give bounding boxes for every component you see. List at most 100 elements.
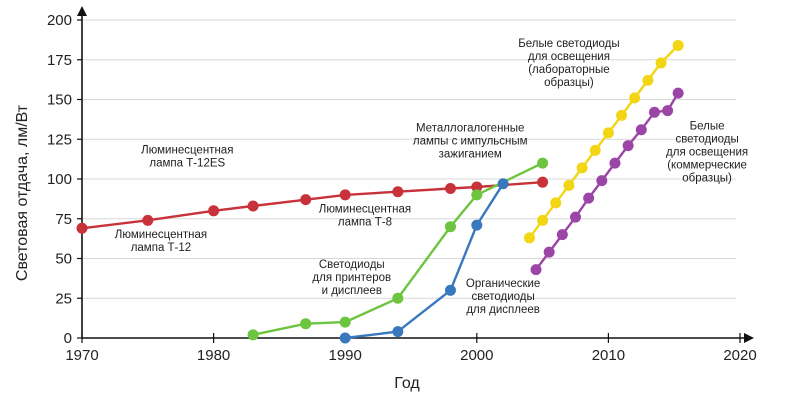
series-oled bbox=[339, 178, 509, 344]
annotation-ann_white_lab: Белые светодиоды для освещения (лабораторн… bbox=[518, 38, 619, 89]
y-tick-label-200: 200 bbox=[47, 12, 72, 29]
annotation-ann_t12: Люминесцентная лампа Т-12 bbox=[115, 229, 207, 254]
y-tick-label-50: 50 bbox=[55, 251, 72, 268]
annotation-line: Светодиоды bbox=[319, 259, 385, 271]
annotation-line: для принтеров bbox=[312, 272, 391, 284]
point-white_led_commercial-1 bbox=[543, 246, 555, 258]
x-tick-label-1970: 1970 bbox=[65, 347, 98, 364]
point-led_displays-3 bbox=[392, 292, 404, 304]
point-fluorescent-2 bbox=[208, 205, 220, 217]
annotation-ann_oled: Органические светодиоды для дисплеев bbox=[466, 278, 540, 316]
x-tick-label-1990: 1990 bbox=[329, 347, 362, 364]
point-white_led_commercial-8 bbox=[635, 124, 647, 136]
point-white_led_commercial-6 bbox=[609, 157, 621, 169]
point-fluorescent-6 bbox=[392, 186, 404, 198]
annotation-ann_leds: Светодиоды для принтеров и дисплеев bbox=[312, 259, 391, 297]
annotation-line: лампа Т-8 bbox=[338, 216, 392, 228]
point-white_led_lab-2 bbox=[550, 197, 562, 209]
annotation-line: Люминесцентная bbox=[141, 145, 233, 157]
y-tick-label-25: 25 bbox=[55, 290, 72, 307]
annotation-ann_t8: Люминесцентная лампа Т-8 bbox=[319, 203, 411, 228]
point-oled-0 bbox=[339, 332, 351, 344]
annotation-line: Люминесцентная bbox=[319, 203, 411, 215]
y-tick-label-150: 150 bbox=[47, 92, 72, 109]
annotation-line: (лабораторные bbox=[528, 64, 609, 76]
y-tick-label-175: 175 bbox=[47, 52, 72, 69]
annotation-line: лампа Т-12 bbox=[131, 242, 191, 254]
y-axis-label: Световая отдача, лм/Вт bbox=[14, 104, 31, 281]
point-white_led_commercial-4 bbox=[583, 192, 595, 204]
point-fluorescent-3 bbox=[247, 200, 259, 212]
point-fluorescent-7 bbox=[444, 183, 456, 195]
annotation-line: светодиоды bbox=[675, 134, 738, 146]
point-oled-2 bbox=[444, 284, 456, 296]
point-white_led_lab-10 bbox=[655, 57, 667, 69]
annotation-ann_white_com: Белые светодиоды для освещения (коммерчески… bbox=[666, 121, 748, 185]
annotation-line: Белые bbox=[690, 121, 725, 133]
y-axis-arrow bbox=[77, 6, 87, 16]
point-white_led_commercial-7 bbox=[622, 140, 634, 152]
annotation-line: и дисплеев bbox=[322, 285, 382, 297]
annotation-line: образцы) bbox=[544, 77, 594, 89]
series-white_led_lab bbox=[523, 39, 684, 244]
x-tick-label-2020: 2020 bbox=[723, 347, 756, 364]
annotation-line: образцы) bbox=[682, 173, 732, 185]
annotations-layer: Люминесцентная лампа Т-12ESЛюминесцентная… bbox=[115, 38, 748, 316]
point-white_led_lab-4 bbox=[576, 162, 588, 174]
annotation-line: Белые светодиоды bbox=[518, 38, 619, 50]
point-white_led_lab-9 bbox=[642, 74, 654, 86]
point-white_led_lab-11 bbox=[672, 39, 684, 51]
point-fluorescent-5 bbox=[339, 189, 351, 201]
point-white_led_lab-3 bbox=[563, 179, 575, 191]
x-tick-label-2000: 2000 bbox=[460, 347, 493, 364]
series-led_displays bbox=[247, 157, 549, 341]
point-led_displays-5 bbox=[471, 189, 483, 201]
annotation-line: (коммерческие bbox=[667, 160, 747, 172]
point-white_led_lab-1 bbox=[537, 214, 549, 226]
series-layer bbox=[76, 39, 684, 344]
annotation-line: светодиоды bbox=[471, 291, 534, 303]
x-tick-label-2010: 2010 bbox=[592, 347, 625, 364]
point-led_displays-4 bbox=[444, 221, 456, 233]
series-fluorescent bbox=[76, 176, 549, 234]
annotation-line: Металлогалогенные bbox=[416, 122, 524, 134]
point-oled-3 bbox=[471, 219, 483, 231]
series-line-fluorescent bbox=[81, 181, 543, 230]
point-white_led_commercial-2 bbox=[556, 229, 568, 241]
point-oled-1 bbox=[392, 326, 404, 338]
point-led_displays-6 bbox=[537, 157, 549, 169]
annotation-ann_mh: Металлогалогенные лампы с импульсным зажиг… bbox=[413, 122, 528, 160]
point-fluorescent-8 bbox=[471, 181, 483, 193]
point-white_led_commercial-0 bbox=[530, 264, 542, 276]
point-white_led_commercial-10 bbox=[662, 105, 674, 117]
annotation-line: для освещения bbox=[666, 147, 748, 159]
annotation-line: лампы с импульсным bbox=[413, 135, 528, 147]
point-white_led_lab-7 bbox=[616, 109, 628, 121]
annotation-line: Люминесцентная bbox=[115, 229, 207, 241]
point-white_led_commercial-9 bbox=[648, 106, 660, 118]
annotation-line: Органические bbox=[466, 278, 540, 290]
point-fluorescent-4 bbox=[300, 194, 312, 206]
annotation-line: лампа Т-12ES bbox=[149, 158, 225, 170]
y-tick-label-0: 0 bbox=[64, 330, 72, 347]
y-tick-label-100: 100 bbox=[47, 171, 72, 188]
y-tick-label-75: 75 bbox=[55, 211, 72, 228]
point-fluorescent-1 bbox=[142, 214, 154, 226]
gridlines bbox=[82, 19, 736, 299]
axes: 0 25 50 75 100 125 150 175 200 1970 1980 1990 2000 20… bbox=[47, 6, 757, 364]
point-white_led_lab-6 bbox=[602, 127, 614, 139]
point-fluorescent-0 bbox=[76, 222, 88, 234]
annotation-line: для дисплеев bbox=[466, 304, 540, 316]
point-white_led_commercial-3 bbox=[570, 211, 581, 223]
point-oled-4 bbox=[497, 178, 509, 190]
annotation-line: зажиганием bbox=[439, 148, 502, 160]
x-axis-label: Год bbox=[394, 375, 420, 392]
point-led_displays-0 bbox=[247, 329, 259, 341]
x-tick-label-1980: 1980 bbox=[197, 347, 230, 364]
point-white_led_commercial-5 bbox=[596, 175, 608, 187]
point-white_led_lab-5 bbox=[589, 144, 601, 156]
point-led_displays-2 bbox=[339, 316, 351, 328]
series-white_led_commercial bbox=[530, 87, 684, 276]
y-tick-label-125: 125 bbox=[47, 131, 72, 148]
